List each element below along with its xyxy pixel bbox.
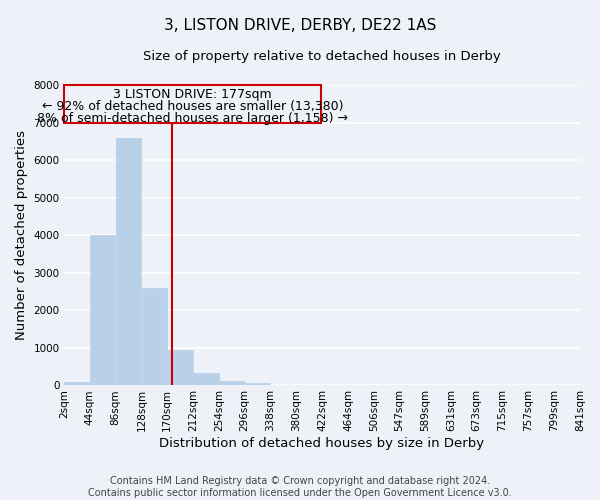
Y-axis label: Number of detached properties: Number of detached properties xyxy=(15,130,28,340)
Bar xyxy=(167,350,193,385)
Bar xyxy=(64,382,89,385)
Bar xyxy=(142,288,167,385)
Bar xyxy=(116,138,141,385)
Bar xyxy=(219,380,244,385)
Bar xyxy=(193,373,218,385)
Title: Size of property relative to detached houses in Derby: Size of property relative to detached ho… xyxy=(143,50,501,63)
Bar xyxy=(245,382,270,385)
Text: 8% of semi-detached houses are larger (1,158) →: 8% of semi-detached houses are larger (1… xyxy=(37,112,348,125)
Text: 3 LISTON DRIVE: 177sqm: 3 LISTON DRIVE: 177sqm xyxy=(113,88,272,101)
X-axis label: Distribution of detached houses by size in Derby: Distribution of detached houses by size … xyxy=(160,437,484,450)
Bar xyxy=(90,235,115,385)
Text: Contains HM Land Registry data © Crown copyright and database right 2024.: Contains HM Land Registry data © Crown c… xyxy=(110,476,490,486)
Text: 3, LISTON DRIVE, DERBY, DE22 1AS: 3, LISTON DRIVE, DERBY, DE22 1AS xyxy=(164,18,436,32)
Text: Contains public sector information licensed under the Open Government Licence v3: Contains public sector information licen… xyxy=(88,488,512,498)
Text: ← 92% of detached houses are smaller (13,380): ← 92% of detached houses are smaller (13… xyxy=(41,100,343,113)
Bar xyxy=(64,85,321,122)
